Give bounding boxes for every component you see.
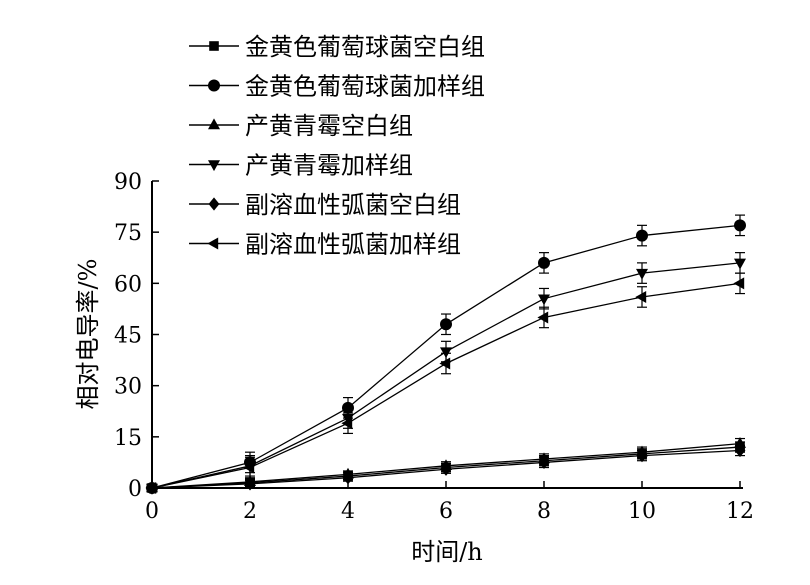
data-point xyxy=(342,471,354,485)
y-tick-label: 75 xyxy=(114,221,142,246)
legend-item: 金黄色葡萄球菌空白组 xyxy=(189,33,485,61)
data-point xyxy=(145,482,157,494)
legend-label: 金黄色葡萄球菌加样组 xyxy=(245,73,485,101)
legend-item: 副溶血性弧菌加样组 xyxy=(189,231,461,259)
x-tick-label: 10 xyxy=(628,499,656,524)
y-tick-label: 0 xyxy=(128,477,142,502)
y-tick-label: 30 xyxy=(114,375,142,400)
legend-item: 副溶血性弧菌空白组 xyxy=(189,191,461,219)
series-line xyxy=(151,262,741,489)
data-point xyxy=(537,311,549,324)
legend-item: 金黄色葡萄球菌加样组 xyxy=(189,73,485,101)
legend-label: 副溶血性弧菌空白组 xyxy=(245,191,461,219)
data-point xyxy=(734,443,746,458)
data-point xyxy=(341,417,353,430)
axes: 0 2 4 6 8 10 12 0 15 30 45 60 75 90 xyxy=(114,170,754,524)
legend-label: 产黄青霉加样组 xyxy=(245,152,413,180)
legend-item: 产黄青霉加样组 xyxy=(189,152,413,180)
series-6 xyxy=(145,272,745,494)
data-point xyxy=(538,294,550,306)
y-ticks: 0 15 30 45 60 75 90 xyxy=(114,170,159,502)
legend-item: 产黄青霉空白组 xyxy=(189,112,413,140)
x-tick-label: 0 xyxy=(145,499,159,524)
data-point xyxy=(734,219,746,232)
x-tick-label: 8 xyxy=(537,499,551,524)
y-axis-title: 相对电导率/% xyxy=(74,259,102,410)
data-point xyxy=(636,268,648,280)
legend-label: 副溶血性弧菌加样组 xyxy=(245,231,461,259)
data-point xyxy=(440,318,452,331)
y-tick-label: 90 xyxy=(114,170,142,195)
x-axis-title: 时间/h xyxy=(411,538,483,566)
legend-marker xyxy=(208,197,220,211)
data-point xyxy=(538,455,550,470)
legend-marker xyxy=(208,79,220,92)
y-tick-label: 60 xyxy=(114,272,142,297)
legend-marker xyxy=(208,118,220,130)
data-point xyxy=(635,290,647,303)
x-tick-label: 12 xyxy=(726,499,754,524)
data-point xyxy=(243,461,255,474)
data-point xyxy=(439,357,451,370)
x-tick-label: 4 xyxy=(341,499,355,524)
data-point xyxy=(734,258,746,270)
legend: 金黄色葡萄球菌空白组金黄色葡萄球菌加样组产黄青霉空白组产黄青霉加样组副溶血性弧菌… xyxy=(189,33,485,259)
data-point xyxy=(538,256,550,269)
y-tick-label: 15 xyxy=(114,426,142,451)
x-tick-label: 6 xyxy=(439,499,453,524)
x-ticks: 0 2 4 6 8 10 12 xyxy=(145,481,754,524)
legend-marker xyxy=(209,41,219,51)
series-layer xyxy=(145,214,746,495)
data-point xyxy=(440,462,452,476)
data-point xyxy=(636,229,648,242)
data-point xyxy=(636,448,648,463)
data-point xyxy=(733,277,745,290)
series-5 xyxy=(146,443,746,495)
legend-label: 产黄青霉空白组 xyxy=(245,112,413,140)
legend-marker xyxy=(207,237,219,250)
y-tick-label: 45 xyxy=(114,324,142,349)
data-point xyxy=(244,477,256,491)
x-tick-label: 2 xyxy=(243,499,257,524)
legend-marker xyxy=(208,160,220,172)
legend-label: 金黄色葡萄球菌空白组 xyxy=(245,33,485,61)
